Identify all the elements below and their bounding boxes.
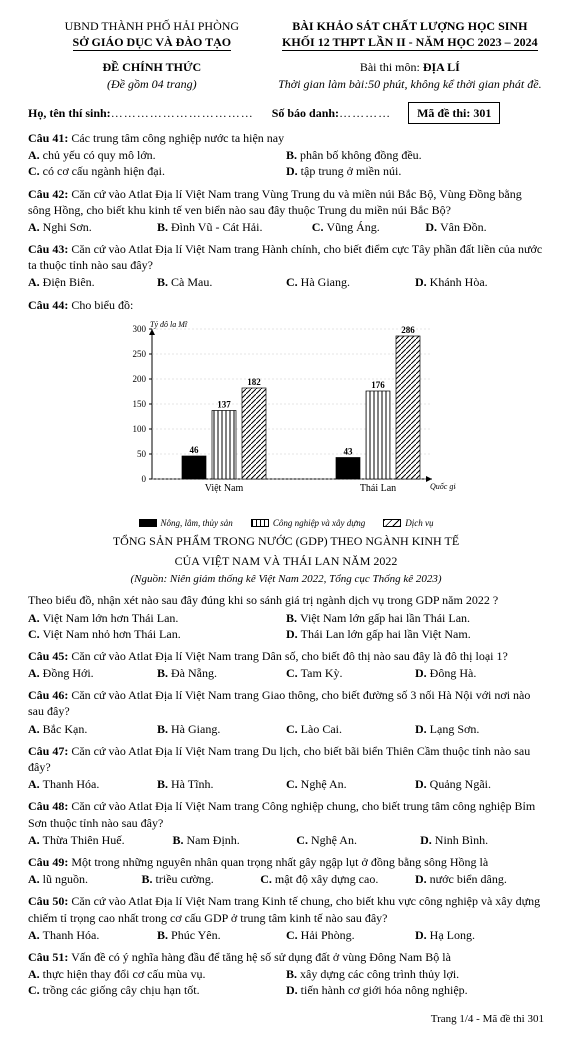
header-so: SỞ GIÁO DỤC VÀ ĐÀO TẠO — [28, 34, 276, 51]
svg-text:300: 300 — [133, 324, 147, 334]
svg-text:43: 43 — [344, 446, 354, 456]
name-label: Họ, tên thí sinh: — [28, 106, 111, 120]
question-50: Câu 50: Căn cứ vào Atlat Địa lí Việt Nam… — [28, 893, 544, 943]
title-right: Bài thi môn: Bài thi môn: ĐỊA LÍĐỊA LÍ T… — [276, 59, 544, 91]
question-41: Câu 41: Các trung tâm công nghiệp nước t… — [28, 130, 544, 180]
exam-official: ĐỀ CHÍNH THỨC — [28, 59, 276, 75]
question-45: Câu 45: Căn cứ vào Atlat Địa lí Việt Nam… — [28, 648, 544, 681]
chart-source: (Nguồn: Niên giám thống kê Việt Nam 2022… — [28, 572, 544, 587]
sbd-label: Số báo danh: — [272, 106, 339, 120]
chart-title-2: CỦA VIỆT NAM VÀ THÁI LAN NĂM 2022 — [28, 553, 544, 569]
duration: Thời gian làm bài:50 phút, không kể thời… — [276, 76, 544, 92]
header-title2: KHỐI 12 THPT LẦN II - NĂM HỌC 2023 – 202… — [276, 34, 544, 51]
question-42: Câu 42: Căn cứ vào Atlat Địa lí Việt Nam… — [28, 186, 544, 236]
question-44: Câu 44: Cho biểu đồ: — [28, 297, 544, 313]
chart-title-1: TỔNG SẢN PHẨM TRONG NƯỚC (GDP) THEO NGÀN… — [28, 533, 544, 549]
header-right: BÀI KHẢO SÁT CHẤT LƯỢNG HỌC SINH KHỐI 12… — [276, 18, 544, 51]
header-ubnd: UBND THÀNH PHỐ HẢI PHÒNG — [28, 18, 276, 34]
question-47: Câu 47: Căn cứ vào Atlat Địa lí Việt Nam… — [28, 743, 544, 793]
header-left: UBND THÀNH PHỐ HẢI PHÒNG SỞ GIÁO DỤC VÀ … — [28, 18, 276, 51]
page-footer: Trang 1/4 - Mã đề thi 301 — [28, 1012, 544, 1027]
svg-text:50: 50 — [137, 449, 147, 459]
svg-text:250: 250 — [133, 349, 147, 359]
svg-text:0: 0 — [142, 474, 147, 484]
svg-text:Quốc gia: Quốc gia — [430, 482, 456, 491]
subject-line: Bài thi môn: Bài thi môn: ĐỊA LÍĐỊA LÍ — [276, 59, 544, 75]
svg-text:286: 286 — [401, 325, 415, 335]
svg-text:Tỷ đô la Mĩ: Tỷ đô la Mĩ — [150, 320, 188, 329]
question-43: Câu 43: Căn cứ vào Atlat Địa lí Việt Nam… — [28, 241, 544, 291]
exam-pages: (Đề gồm 04 trang) — [28, 76, 276, 92]
question-48: Câu 48: Căn cứ vào Atlat Địa lí Việt Nam… — [28, 798, 544, 848]
header-title1: BÀI KHẢO SÁT CHẤT LƯỢNG HỌC SINH — [276, 18, 544, 34]
svg-text:46: 46 — [190, 445, 200, 455]
svg-text:Thái Lan: Thái Lan — [360, 483, 396, 494]
question-44-text: Theo biểu đồ, nhận xét nào sau đây đúng … — [28, 592, 544, 642]
title-left: ĐỀ CHÍNH THỨC (Đề gồm 04 trang) — [28, 59, 276, 91]
svg-text:Việt Nam: Việt Nam — [205, 483, 244, 494]
exam-code: Mã đề thi: 301 — [408, 102, 500, 124]
candidate-info: Họ, tên thí sinh:…………………………… Số báo danh… — [28, 102, 544, 124]
svg-text:100: 100 — [133, 424, 147, 434]
document-header: UBND THÀNH PHỐ HẢI PHÒNG SỞ GIÁO DỤC VÀ … — [28, 18, 544, 51]
svg-text:176: 176 — [371, 380, 385, 390]
svg-text:137: 137 — [217, 399, 231, 409]
title-row: ĐỀ CHÍNH THỨC (Đề gồm 04 trang) Bài thi … — [28, 59, 544, 91]
question-51: Câu 51: Vấn đề có ý nghĩa hàng đầu để tă… — [28, 949, 544, 999]
svg-text:200: 200 — [133, 374, 147, 384]
gdp-chart: 0 50 100 150 200 250 300Tỷ đô la Mĩ Quốc gia 46 1… — [116, 319, 456, 529]
question-49: Câu 49: Một trong những nguyên nhân quan… — [28, 854, 544, 887]
svg-text:150: 150 — [133, 399, 147, 409]
chart-legend: Nông, lâm, thủy sản Công nghiệp và xây d… — [116, 517, 456, 529]
svg-text:182: 182 — [247, 377, 261, 387]
question-46: Câu 46: Căn cứ vào Atlat Địa lí Việt Nam… — [28, 687, 544, 737]
